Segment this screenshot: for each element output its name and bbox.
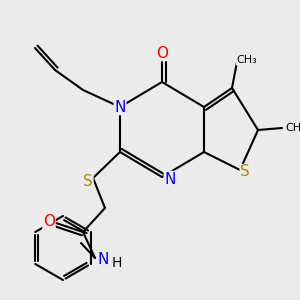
Text: H: H: [112, 256, 122, 270]
Text: CH₃: CH₃: [237, 55, 257, 65]
Text: N: N: [164, 172, 176, 187]
Text: O: O: [156, 46, 168, 61]
Text: S: S: [83, 173, 93, 188]
Text: N: N: [114, 100, 126, 115]
Text: N: N: [97, 253, 109, 268]
Text: S: S: [240, 164, 250, 179]
Text: O: O: [43, 214, 55, 229]
Text: CH₃: CH₃: [286, 123, 300, 133]
